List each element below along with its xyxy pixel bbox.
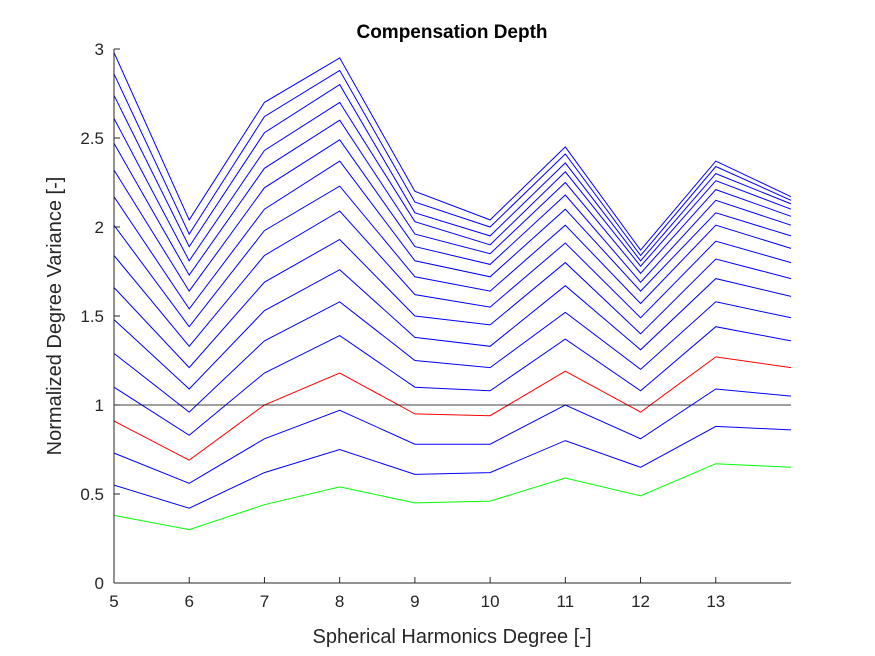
y-tick-label: 0.5	[80, 485, 104, 504]
series-line-13	[113, 119, 792, 277]
x-tick-label: 11	[557, 592, 575, 611]
series-layer	[113, 52, 792, 531]
series-line-12	[113, 139, 792, 292]
series-line-17	[113, 52, 792, 251]
series-line-3	[113, 388, 792, 484]
series-line-7	[113, 269, 792, 390]
x-tick-label: 10	[481, 592, 500, 611]
x-tick-label: 12	[631, 592, 650, 611]
y-tick-label: 3	[95, 40, 104, 59]
x-tick-label: 9	[410, 592, 419, 611]
series-line-8	[113, 238, 792, 369]
y-tick-label: 1	[95, 396, 104, 415]
series-line-4	[113, 356, 792, 461]
plot-area	[114, 49, 791, 583]
y-axis-label: Normalized Degree Variance [-]	[44, 177, 66, 456]
y-tick-label: 1.5	[80, 307, 104, 326]
x-tick-label: 6	[184, 592, 193, 611]
series-line-2	[113, 425, 792, 509]
series-line-6	[113, 301, 792, 413]
series-line-10	[113, 185, 792, 328]
x-axis-label: Spherical Harmonics Degree [-]	[313, 626, 592, 648]
x-tick-label: 7	[260, 592, 269, 611]
series-line-9	[113, 210, 792, 348]
y-tick-label: 0	[95, 574, 104, 593]
series-line-15	[113, 83, 792, 262]
y-tick-label: 2	[95, 218, 104, 237]
series-line-11	[113, 160, 792, 310]
series-line-5	[113, 326, 792, 436]
x-tick-label: 5	[109, 592, 118, 611]
chart-title: Compensation Depth	[356, 22, 547, 43]
x-tick-label: 13	[706, 592, 725, 611]
series-line-16	[113, 69, 792, 257]
axes-layer: 5 6 7 8 9 10 11 12 13 0 0.5 1 1.5 2 2.5 3	[80, 40, 791, 611]
series-line-14	[113, 101, 792, 267]
y-tick-label: 2.5	[80, 129, 104, 148]
series-line-1	[113, 463, 792, 531]
x-tick-label: 8	[335, 592, 344, 611]
